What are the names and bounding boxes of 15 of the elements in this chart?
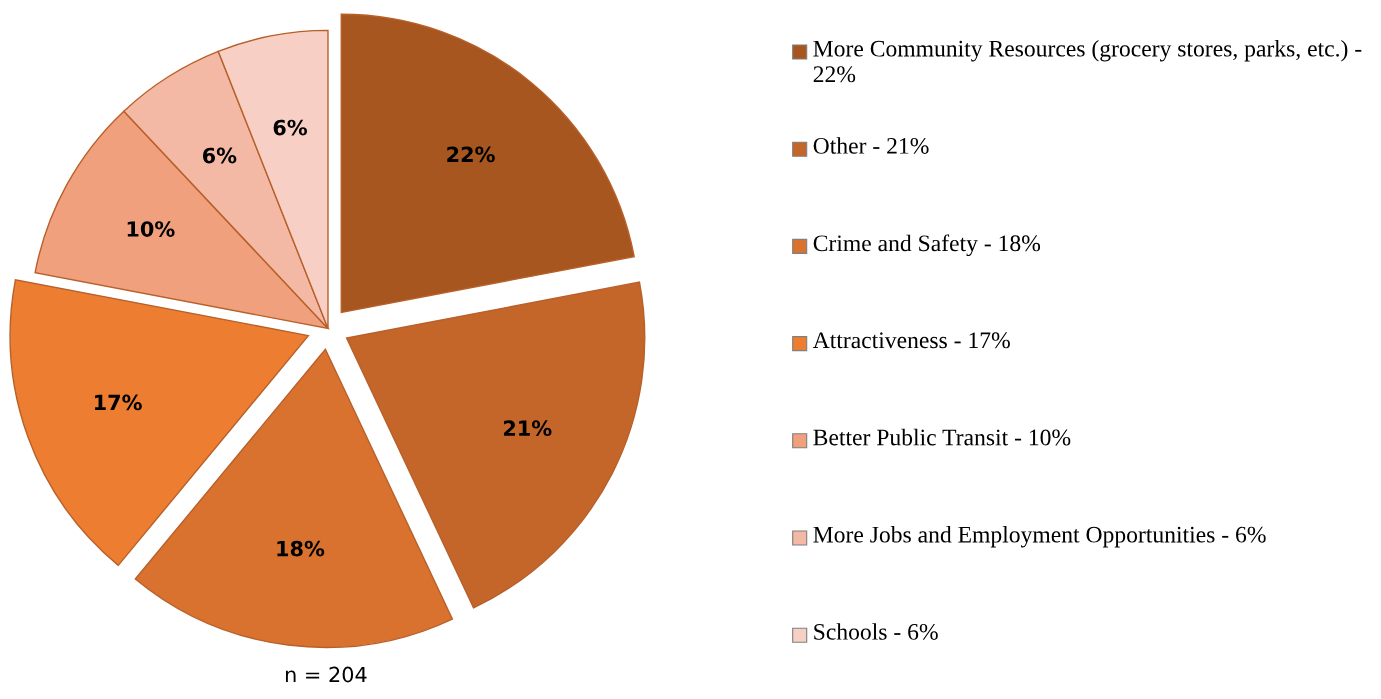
data-label: 22% <box>447 146 495 163</box>
legend-label: Schools - 6% <box>814 623 938 640</box>
legend-label: Better Public Transit - 10% <box>813 428 1071 446</box>
data-label: 6% <box>273 119 308 136</box>
data-label: 21% <box>503 420 552 437</box>
text: n = 204 <box>285 666 367 683</box>
legend-label: Crime and Safety - 18% <box>813 234 1041 257</box>
legend-label: Attractiveness - 17% <box>812 332 1010 349</box>
data-label: 6% <box>202 147 237 164</box>
data-label: 17% <box>95 394 142 411</box>
data-label: 18% <box>277 540 325 557</box>
legend-label: Other - 21% <box>813 137 929 154</box>
legend-label: More Community Resources (grocery stores, parks, etc.) - 22% <box>813 40 1362 83</box>
legend-label: More Jobs and Employment Opportunities - 6% <box>813 526 1266 548</box>
data-label: 10% <box>127 221 175 237</box>
